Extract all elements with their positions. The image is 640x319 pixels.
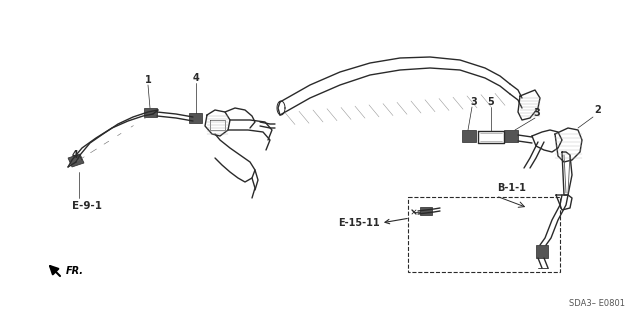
Text: 4: 4 [193,73,200,83]
Text: B-1-1: B-1-1 [497,183,526,193]
Polygon shape [68,154,84,167]
Polygon shape [504,130,518,142]
Polygon shape [536,245,548,258]
Text: E-9-1: E-9-1 [72,201,102,211]
Text: 4: 4 [71,150,78,160]
Polygon shape [144,108,157,117]
Text: 1: 1 [145,75,152,85]
Text: SDA3– E0801: SDA3– E0801 [569,299,625,308]
Text: 3: 3 [470,97,477,107]
Polygon shape [462,130,476,142]
Polygon shape [420,207,432,215]
Text: 3: 3 [534,108,540,118]
Text: E-15-11: E-15-11 [339,218,380,228]
Polygon shape [189,113,202,123]
Text: 2: 2 [595,105,602,115]
Text: FR.: FR. [66,266,84,276]
Text: 5: 5 [488,97,494,107]
